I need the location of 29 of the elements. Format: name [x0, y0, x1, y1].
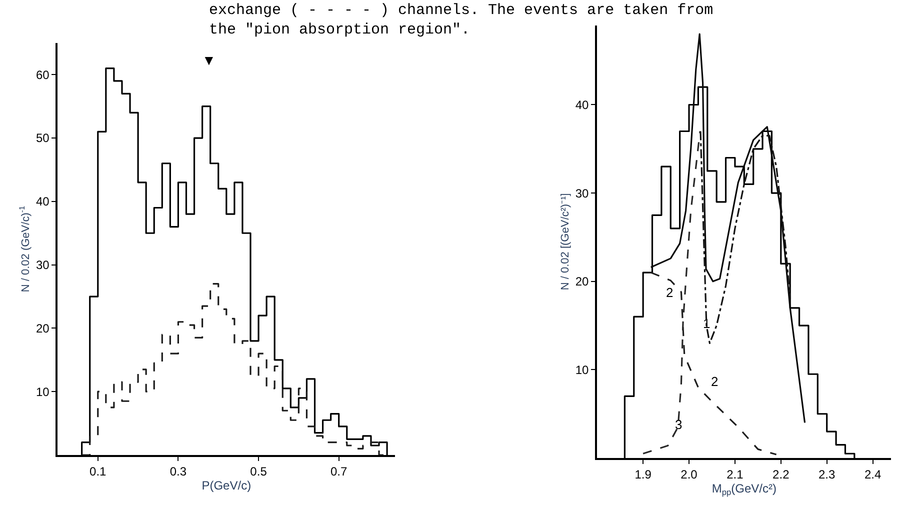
x-axis-title: P(GeV/c)	[202, 478, 252, 492]
y-tick-label: 60	[36, 68, 50, 82]
x-tick-label: 2.0	[680, 467, 698, 482]
x-tick-label: 0.3	[170, 464, 187, 478]
y-tick-label: 10	[36, 384, 50, 399]
annotation: 3	[675, 417, 682, 432]
y-tick-label: 40	[575, 98, 590, 112]
y-tick-label: 30	[575, 186, 590, 200]
y-tick-label: 20	[575, 274, 590, 289]
x-tick-label: 1.9	[634, 467, 652, 482]
x-tick-label: 2.1	[726, 467, 744, 482]
annotation: 2	[711, 374, 718, 389]
annotation: exchange ( - - - - ) channels. The events are taken from the "pion absorption region".	[209, 2, 714, 38]
y-tick-label: 50	[36, 131, 50, 146]
y-tick-label: 20	[36, 321, 50, 336]
y-tick-label: 10	[575, 362, 590, 377]
annotation: ▼	[202, 52, 216, 68]
x-tick-label: 0.7	[330, 464, 348, 478]
x-tick-label: 2.2	[772, 467, 790, 482]
x-tick-label: 0.5	[250, 464, 268, 478]
x-tick-label: 2.4	[864, 467, 882, 482]
y-axis-title: N / 0.02 [(GeV/c²)⁻¹]	[560, 193, 572, 290]
x-axis-title: M$_{pp}$(GeV/c²)	[712, 481, 776, 497]
x-tick-label: 0.1	[90, 464, 107, 478]
annotation: 1	[703, 316, 710, 331]
x-tick-label: 2.3	[818, 467, 836, 482]
annotation: 2	[666, 285, 674, 300]
y-tick-label: 30	[36, 258, 50, 272]
y-tick-label: 40	[36, 194, 50, 209]
